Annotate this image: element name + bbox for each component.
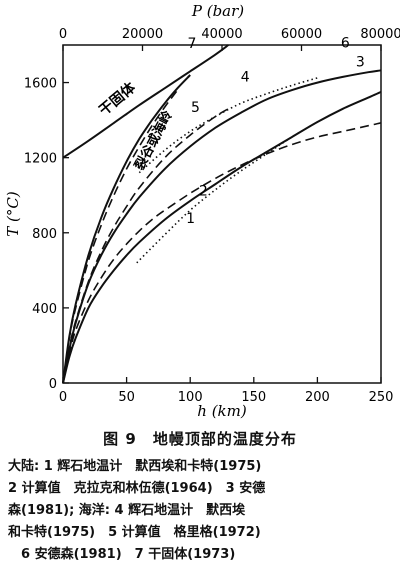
series-line-3 (62, 90, 382, 384)
top-tick-label: 20000 (122, 27, 163, 42)
x-axis-label: h (km) (197, 402, 247, 420)
left-tick-label: 1600 (24, 77, 57, 92)
series-label: 3 (356, 55, 365, 71)
top-tick-label: 0 (59, 27, 67, 42)
series-line-rift (62, 89, 179, 384)
series-line-7 (62, 44, 229, 159)
bottom-tick-label: 0 (59, 390, 67, 405)
bottom-tick-label: 200 (305, 390, 330, 405)
series-label: 2 (199, 184, 208, 200)
series-line-1 (136, 121, 318, 264)
bottom-tick-label: 50 (118, 390, 135, 405)
series-label: 7 (187, 36, 196, 52)
bottom-tick-label: 250 (369, 390, 394, 405)
series-line-rift (62, 74, 191, 384)
left-tick-label: 0 (49, 377, 57, 392)
y-axis-label: T (°C) (4, 191, 22, 237)
caption-line: 森(1981); 海洋: 4 辉石地温计 默西埃 (8, 503, 246, 518)
series-label: 5 (191, 100, 200, 116)
temperature-chart: 0 50 100 150 200 250 0 20000 40000 60000 80000 0 400… (4, 2, 400, 420)
caption-line: 6 安德森(1981) 7 干固体(1973) (8, 547, 236, 562)
caption-line: 2 计算值 克拉克和林伍德(1964) 3 安德 (8, 481, 266, 496)
figure-caption-body: 大陆: 1 辉石地温计 默西埃和卡特(1975) 2 计算值 克拉克和林伍德(1… (8, 456, 392, 566)
left-tick-label: 400 (32, 302, 57, 317)
series-label: 6 (341, 35, 350, 51)
series-layer: 12 3 4 5 6 7 (62, 35, 382, 384)
series-line-2 (62, 122, 382, 384)
figure-caption-title: 图 9 地幔顶部的温度分布 (103, 430, 297, 448)
series-line-6 (62, 69, 382, 384)
solidus-annotation: 干固体 (96, 78, 140, 119)
left-tick-label: 800 (32, 227, 57, 242)
caption-line: 和卡特(1975) 5 计算值 格里格(1972) (8, 525, 261, 540)
bottom-tick-label: 150 (241, 390, 266, 405)
top-tick-label: 40000 (201, 27, 242, 42)
series-label: 1 (186, 211, 195, 227)
caption-line: 大陆: 1 辉石地温计 默西埃和卡特(1975) (8, 459, 262, 474)
top-tick-label: 60000 (281, 27, 322, 42)
top-axis-label: P (bar) (191, 2, 244, 20)
series-line-4 (138, 77, 318, 174)
left-tick-label: 1200 (24, 152, 57, 167)
ticks-layer: 0 50 100 150 200 250 0 20000 40000 60000 80000 0 400… (24, 27, 400, 405)
series-label: 4 (241, 69, 250, 85)
bottom-tick-label: 100 (178, 390, 203, 405)
top-tick-label: 80000 (360, 27, 400, 42)
